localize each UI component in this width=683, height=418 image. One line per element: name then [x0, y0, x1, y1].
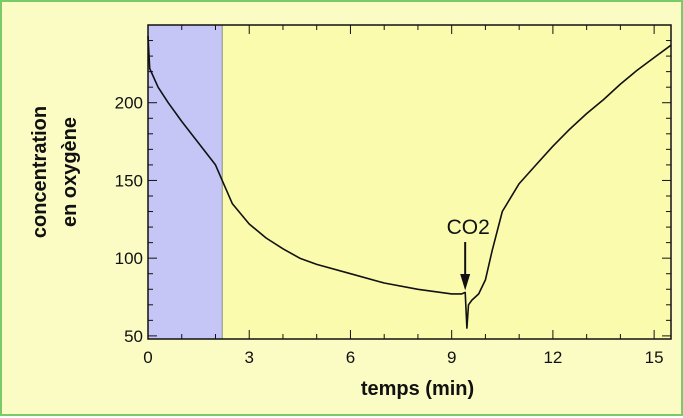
x-axis-title: temps (min)	[361, 378, 474, 400]
y-tick-label: 150	[115, 171, 143, 190]
x-tick-label: 6	[346, 348, 355, 367]
series-line	[147, 35, 672, 329]
plot-border	[147, 24, 672, 340]
x-tick-label: 3	[244, 348, 253, 367]
y-tick-label: 100	[115, 249, 143, 268]
y-tick-label: 200	[115, 94, 143, 113]
annotation-label: CO2	[447, 216, 490, 239]
annotation-arrow-head	[460, 274, 471, 291]
x-tick-label: 0	[143, 348, 152, 367]
shaded-region	[148, 25, 223, 339]
y-axis-title-line: concentration	[29, 106, 51, 238]
y-axis-title-line: en oxygène	[59, 117, 81, 227]
x-tick-label: 12	[543, 348, 562, 367]
plot-background	[148, 25, 671, 339]
x-tick-label: 9	[447, 348, 456, 367]
x-tick-label: 15	[645, 348, 664, 367]
y-tick-label: 50	[124, 327, 143, 346]
